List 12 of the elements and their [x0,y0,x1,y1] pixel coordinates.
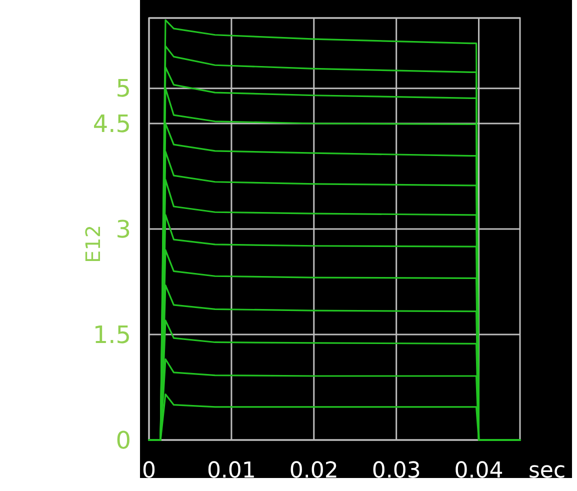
y-tick-label: 0 [116,426,131,454]
x-tick-label: 0.01 [206,458,256,484]
y-tick-label: 3 [116,215,131,244]
x-tick-label: 0.02 [289,458,338,484]
y-axis-title: E12 [81,224,105,264]
y-tick-label: 1.5 [92,320,131,349]
x-axis-title: sec [528,458,566,484]
x-tick-label: 0 [142,458,156,484]
x-tick-label: 0.03 [372,458,421,484]
x-tick-label: 0.04 [454,458,504,484]
y-tick-label: 4.5 [92,110,131,138]
y-tick-label: 5 [116,74,131,103]
